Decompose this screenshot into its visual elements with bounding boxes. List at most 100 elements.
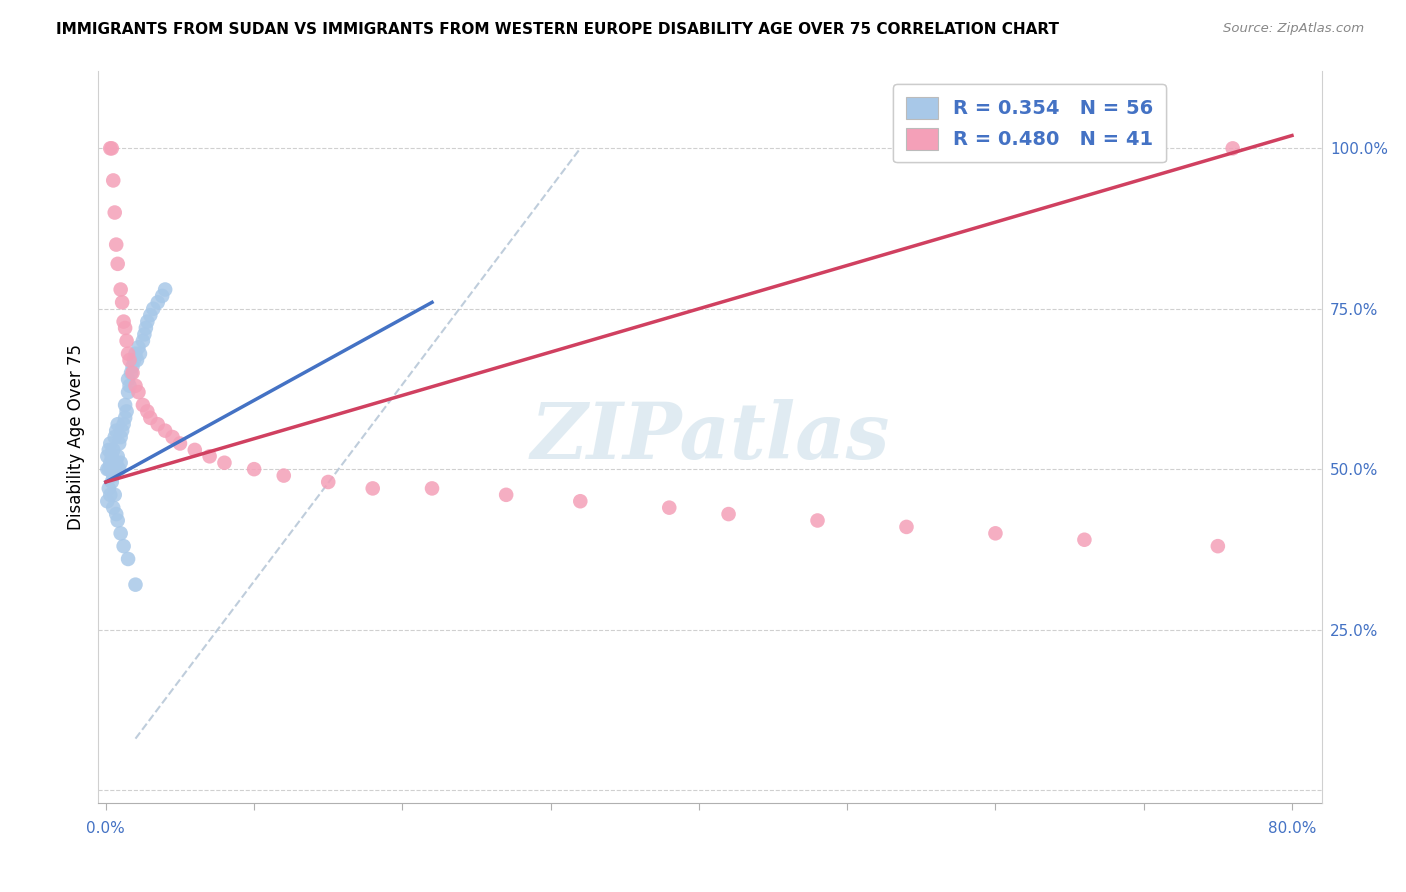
Point — [146, 295, 169, 310]
Point — [97, 462, 120, 476]
Point — [110, 283, 132, 297]
Point — [153, 283, 176, 297]
Point — [118, 353, 141, 368]
Point — [96, 462, 118, 476]
Point — [134, 327, 156, 342]
Point — [98, 141, 121, 155]
Point — [114, 321, 136, 335]
Point — [658, 500, 681, 515]
Point — [103, 468, 125, 483]
Point — [97, 442, 120, 457]
Point — [129, 346, 152, 360]
Text: 0.0%: 0.0% — [86, 821, 125, 836]
Point — [114, 398, 136, 412]
Point — [110, 456, 132, 470]
Point — [107, 514, 129, 528]
Text: Source: ZipAtlas.com: Source: ZipAtlas.com — [1223, 22, 1364, 36]
Point — [111, 295, 134, 310]
Point — [121, 366, 143, 380]
Point — [115, 404, 138, 418]
Point — [162, 430, 184, 444]
Point — [717, 507, 740, 521]
Point — [124, 346, 146, 360]
Text: ZIPatlas: ZIPatlas — [530, 399, 890, 475]
Text: 80.0%: 80.0% — [1268, 821, 1316, 836]
Y-axis label: Disability Age Over 75: Disability Age Over 75 — [66, 344, 84, 530]
Point — [108, 462, 131, 476]
Point — [97, 482, 120, 496]
Point — [103, 173, 125, 187]
Point — [127, 340, 149, 354]
Point — [127, 385, 149, 400]
Point — [132, 398, 155, 412]
Point — [135, 321, 157, 335]
Point — [142, 301, 165, 316]
Point — [98, 456, 121, 470]
Point — [316, 475, 339, 489]
Point — [150, 289, 173, 303]
Point — [104, 462, 127, 476]
Point — [112, 539, 135, 553]
Point — [96, 450, 118, 464]
Point — [169, 436, 191, 450]
Point — [125, 353, 148, 368]
Point — [184, 442, 207, 457]
Point — [117, 385, 139, 400]
Point — [100, 450, 122, 464]
Point — [104, 205, 127, 219]
Point — [111, 424, 134, 438]
Point — [117, 552, 139, 566]
Point — [1222, 141, 1244, 155]
Point — [104, 430, 127, 444]
Point — [98, 436, 121, 450]
Point — [806, 514, 828, 528]
Point — [120, 366, 142, 380]
Point — [110, 430, 132, 444]
Point — [112, 315, 135, 329]
Point — [114, 410, 136, 425]
Point — [1073, 533, 1095, 547]
Point — [96, 494, 118, 508]
Point — [569, 494, 592, 508]
Point — [105, 424, 128, 438]
Point — [100, 462, 122, 476]
Point — [495, 488, 517, 502]
Point — [112, 417, 135, 432]
Point — [420, 482, 443, 496]
Point — [98, 488, 121, 502]
Point — [117, 346, 139, 360]
Point — [1206, 539, 1229, 553]
Point — [214, 456, 236, 470]
Point — [146, 417, 169, 432]
Point — [153, 424, 176, 438]
Point — [198, 450, 221, 464]
Legend: R = 0.354   N = 56, R = 0.480   N = 41: R = 0.354 N = 56, R = 0.480 N = 41 — [893, 84, 1166, 162]
Point — [243, 462, 266, 476]
Point — [105, 456, 128, 470]
Point — [896, 520, 918, 534]
Text: IMMIGRANTS FROM SUDAN VS IMMIGRANTS FROM WESTERN EUROPE DISABILITY AGE OVER 75 C: IMMIGRANTS FROM SUDAN VS IMMIGRANTS FROM… — [56, 22, 1059, 37]
Point — [100, 475, 122, 489]
Point — [124, 577, 146, 591]
Point — [105, 507, 128, 521]
Point — [136, 315, 159, 329]
Point — [136, 404, 159, 418]
Point — [103, 442, 125, 457]
Point — [139, 308, 162, 322]
Point — [117, 372, 139, 386]
Point — [118, 378, 141, 392]
Point — [273, 468, 295, 483]
Point — [984, 526, 1007, 541]
Point — [107, 257, 129, 271]
Point — [110, 526, 132, 541]
Point — [124, 378, 146, 392]
Point — [115, 334, 138, 348]
Point — [100, 141, 122, 155]
Point — [132, 334, 155, 348]
Point — [107, 417, 129, 432]
Point — [139, 410, 162, 425]
Point — [105, 237, 128, 252]
Point — [103, 500, 125, 515]
Point — [121, 359, 143, 374]
Point — [108, 436, 131, 450]
